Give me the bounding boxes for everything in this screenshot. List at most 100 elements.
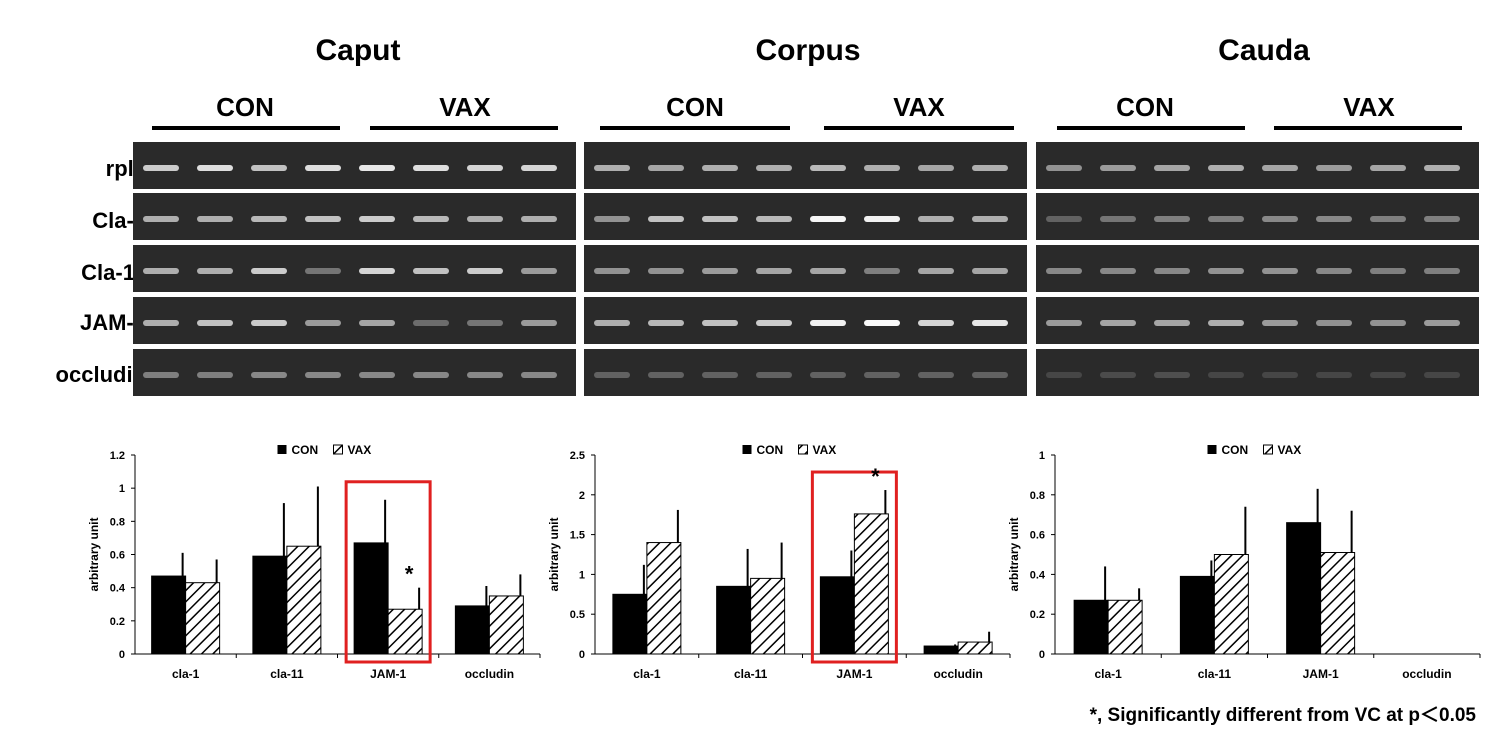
gel-band (594, 216, 630, 222)
gel-band (810, 320, 846, 326)
gel-band (143, 165, 179, 171)
gel-band (756, 165, 792, 171)
y-tick-label: 0.4 (1030, 569, 1046, 581)
gel-band (1208, 165, 1244, 171)
gel-band (918, 372, 954, 378)
gel-band (1262, 268, 1298, 274)
gel-band (648, 165, 684, 171)
gel-band (413, 320, 449, 326)
gel-band (359, 165, 395, 171)
gel-band (197, 268, 233, 274)
gel-band (864, 320, 900, 326)
y-tick-label: 0.6 (110, 550, 125, 562)
bar-vax (1320, 552, 1356, 655)
gel-band (1154, 216, 1190, 222)
group-line-cauda-vax (1274, 126, 1462, 130)
bar-vax (286, 545, 322, 655)
y-axis-label: arbitrary unit (547, 517, 561, 591)
gel-band (1262, 165, 1298, 171)
gel-band (467, 268, 503, 274)
x-tick-label: cla-11 (734, 667, 768, 681)
gel-band (305, 216, 341, 222)
gel-band (467, 216, 503, 222)
legend-swatch-con (742, 445, 752, 454)
y-tick-label: 0 (1039, 649, 1045, 661)
gel-band (1316, 320, 1352, 326)
gel-band (197, 165, 233, 171)
significance-marker: * (871, 464, 880, 489)
gel-band (305, 165, 341, 171)
gel-band (972, 165, 1008, 171)
gel-band (305, 268, 341, 274)
y-tick-label: 0 (119, 649, 125, 661)
y-tick-label: 0.2 (110, 616, 125, 628)
gel-band (1424, 216, 1460, 222)
gel-band (594, 165, 630, 171)
x-tick-label: cla-11 (1198, 667, 1232, 681)
gel-band (359, 320, 395, 326)
gel-panel (133, 349, 576, 396)
gel-band (143, 216, 179, 222)
gel-band (1046, 216, 1082, 222)
bar-vax (387, 608, 423, 655)
significance-marker: * (405, 562, 414, 587)
gel-band (1424, 320, 1460, 326)
legend-label-vax: VAX (813, 443, 837, 457)
gel-band (413, 372, 449, 378)
y-tick-label: 1 (119, 483, 125, 495)
bar-con (1179, 575, 1215, 655)
significance-footnote: *, Significantly different from VC at p＜… (1089, 705, 1476, 726)
highlight-box (344, 480, 432, 664)
group-label-corpus-con: CON (666, 92, 724, 122)
group-label-cauda-vax: VAX (1343, 92, 1395, 122)
gel-band (1100, 216, 1136, 222)
gene-label-cla1: Cla-1 (92, 208, 146, 233)
gel-band (756, 320, 792, 326)
gel-panel (133, 142, 576, 189)
y-tick-label: 0 (579, 649, 585, 661)
group-line-caput-vax (370, 126, 558, 130)
bar-con (612, 593, 648, 655)
y-tick-label: 1 (1039, 450, 1045, 462)
y-tick-label: 0.5 (570, 609, 585, 621)
gel-band (594, 320, 630, 326)
gel-band (594, 372, 630, 378)
bar-vax (853, 513, 889, 655)
y-tick-label: 0.8 (1030, 490, 1045, 502)
gel-band (1154, 320, 1190, 326)
gel-band (1262, 320, 1298, 326)
gel-band (918, 268, 954, 274)
gel-band (251, 320, 287, 326)
gel-band (143, 372, 179, 378)
region-title-corpus: Corpus (755, 34, 861, 67)
gel-panel (1036, 297, 1479, 344)
gene-label-occludin: occludin (55, 362, 146, 387)
gel-band (918, 165, 954, 171)
gel-band (1316, 372, 1352, 378)
gel-band (1424, 165, 1460, 171)
highlight-box (810, 470, 898, 664)
bar-con (454, 605, 490, 655)
gel-band (864, 268, 900, 274)
bar-chart-cauda: 0 0.2 0.4 0.6 0.8 1 arbitrary unit cla-1 cla-11 J… (1007, 443, 1481, 681)
group-label-cauda-con: CON (1116, 92, 1174, 122)
y-tick-label: 0.6 (1030, 530, 1045, 542)
y-tick-label: 0.4 (110, 583, 126, 595)
gel-band (305, 372, 341, 378)
gel-band (1370, 372, 1406, 378)
y-tick-label: 0.2 (1030, 609, 1045, 621)
legend-label-vax: VAX (348, 443, 372, 457)
gel-band (810, 216, 846, 222)
gel-band (467, 372, 503, 378)
gel-panel (584, 193, 1027, 240)
gel-band (648, 320, 684, 326)
group-line-cauda-con (1057, 126, 1245, 130)
gel-band (864, 216, 900, 222)
y-tick-label: 0.8 (110, 516, 125, 528)
legend-swatch-con (1207, 445, 1217, 454)
gel-band (1424, 372, 1460, 378)
gel-band (756, 372, 792, 378)
bar-con (1073, 599, 1109, 655)
bar-vax (488, 595, 524, 655)
gel-band (521, 165, 557, 171)
